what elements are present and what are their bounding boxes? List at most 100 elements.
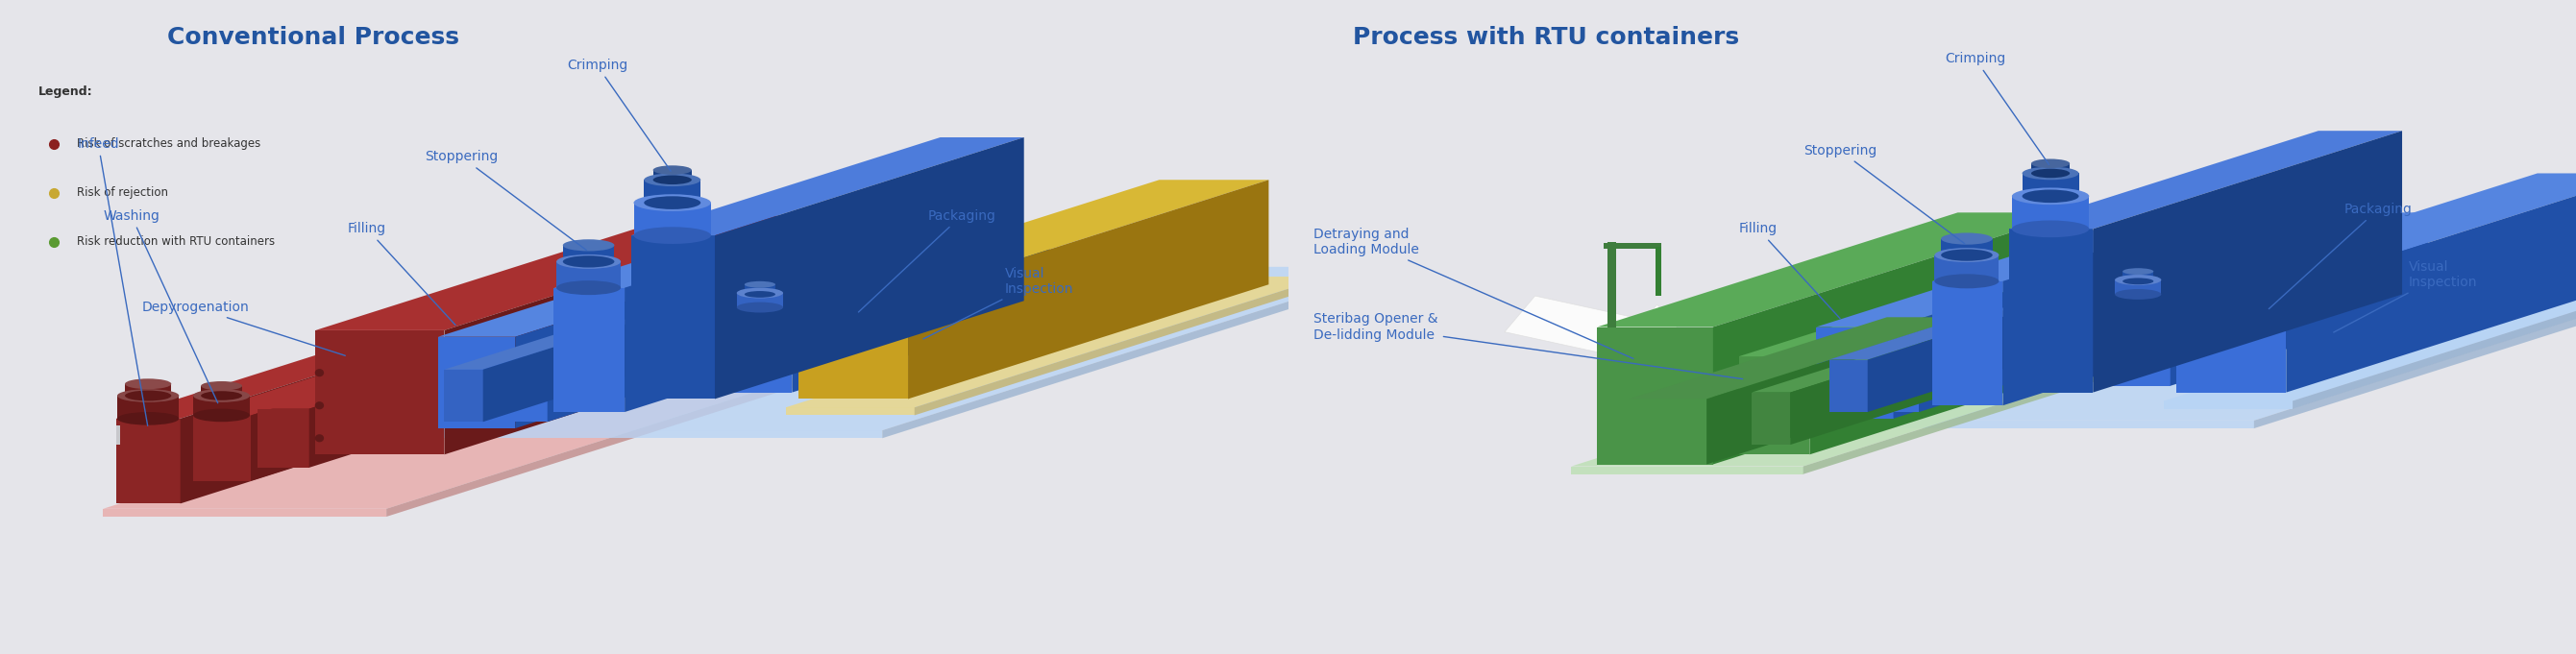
Text: Detraying and
Loading Module: Detraying and Loading Module — [1314, 228, 1633, 358]
Polygon shape — [2115, 280, 2161, 294]
Polygon shape — [786, 407, 914, 415]
Polygon shape — [1935, 255, 1999, 281]
Ellipse shape — [654, 165, 690, 175]
Polygon shape — [2107, 213, 2427, 294]
Polygon shape — [634, 203, 711, 235]
Polygon shape — [1816, 245, 2151, 327]
Polygon shape — [1880, 298, 2074, 347]
Text: Packaging: Packaging — [2269, 203, 2411, 309]
Polygon shape — [654, 170, 690, 180]
Polygon shape — [737, 293, 783, 307]
Polygon shape — [2164, 270, 2576, 401]
Polygon shape — [1919, 298, 2074, 412]
Polygon shape — [786, 277, 1327, 407]
Ellipse shape — [2030, 169, 2071, 178]
Polygon shape — [1803, 421, 2254, 428]
Polygon shape — [554, 288, 623, 412]
Polygon shape — [2092, 131, 2403, 392]
Polygon shape — [438, 255, 773, 337]
Ellipse shape — [193, 389, 250, 402]
Polygon shape — [1705, 317, 1965, 464]
Ellipse shape — [2012, 220, 2089, 237]
Ellipse shape — [1935, 274, 1999, 288]
Ellipse shape — [2022, 167, 2079, 180]
Text: Legend:: Legend: — [39, 85, 93, 97]
Ellipse shape — [126, 379, 170, 389]
FancyArrow shape — [1504, 296, 1700, 371]
Ellipse shape — [2115, 289, 2161, 300]
Text: Washing: Washing — [103, 209, 219, 403]
Polygon shape — [2107, 294, 2172, 386]
Polygon shape — [726, 226, 1051, 307]
Text: Stoppering: Stoppering — [1803, 144, 1965, 244]
Polygon shape — [2030, 164, 2071, 173]
Ellipse shape — [2022, 190, 2079, 203]
Polygon shape — [1631, 317, 1965, 399]
Polygon shape — [1868, 311, 2022, 412]
Polygon shape — [126, 384, 170, 396]
Polygon shape — [2123, 271, 2154, 281]
Polygon shape — [443, 370, 484, 422]
Ellipse shape — [2030, 159, 2071, 168]
Polygon shape — [116, 425, 118, 445]
Polygon shape — [1571, 336, 2215, 466]
Polygon shape — [2254, 257, 2576, 428]
Polygon shape — [443, 320, 639, 370]
Text: Visual
Inspection: Visual Inspection — [922, 267, 1074, 339]
Text: Crimping: Crimping — [567, 59, 670, 171]
Polygon shape — [799, 180, 1267, 294]
Polygon shape — [793, 226, 1051, 392]
Ellipse shape — [2012, 188, 2089, 205]
Text: Conventional Process: Conventional Process — [167, 26, 459, 49]
Polygon shape — [309, 360, 464, 468]
Polygon shape — [1790, 343, 1945, 445]
Polygon shape — [907, 180, 1267, 399]
Ellipse shape — [314, 369, 325, 377]
Polygon shape — [549, 307, 703, 422]
Polygon shape — [1808, 275, 2069, 455]
Polygon shape — [644, 180, 701, 203]
Polygon shape — [1829, 311, 2022, 360]
Text: Process with RTU containers: Process with RTU containers — [1352, 26, 1739, 49]
Polygon shape — [562, 245, 616, 262]
Polygon shape — [914, 277, 1327, 415]
Ellipse shape — [634, 194, 711, 211]
Polygon shape — [317, 330, 443, 455]
Polygon shape — [716, 137, 1025, 399]
Ellipse shape — [654, 175, 690, 184]
Polygon shape — [510, 356, 549, 422]
Ellipse shape — [2115, 275, 2161, 285]
Polygon shape — [1656, 247, 1662, 296]
Polygon shape — [103, 378, 799, 509]
Polygon shape — [744, 284, 775, 294]
Text: Filling: Filling — [1739, 222, 1839, 318]
Ellipse shape — [556, 254, 621, 269]
Text: Filling: Filling — [348, 222, 456, 325]
Polygon shape — [1752, 343, 1945, 392]
Polygon shape — [515, 255, 773, 428]
Polygon shape — [1631, 399, 1705, 464]
Polygon shape — [2009, 131, 2403, 229]
Ellipse shape — [193, 409, 250, 422]
Polygon shape — [554, 206, 881, 288]
Polygon shape — [116, 419, 180, 504]
Ellipse shape — [744, 291, 775, 298]
Polygon shape — [556, 262, 621, 288]
Text: Depyrogenation: Depyrogenation — [142, 301, 345, 356]
Polygon shape — [118, 396, 180, 419]
Ellipse shape — [2123, 268, 2154, 275]
Polygon shape — [631, 137, 1025, 235]
Ellipse shape — [644, 173, 701, 186]
Text: Visual
Inspection: Visual Inspection — [2334, 260, 2478, 332]
Ellipse shape — [201, 381, 242, 390]
Polygon shape — [1713, 213, 2074, 464]
Ellipse shape — [564, 256, 616, 267]
Text: Packaging: Packaging — [858, 209, 994, 312]
Ellipse shape — [2123, 278, 2154, 284]
Ellipse shape — [201, 391, 242, 400]
Text: Infeed: Infeed — [77, 137, 147, 426]
Polygon shape — [1893, 245, 2151, 419]
Polygon shape — [631, 235, 716, 399]
Polygon shape — [2012, 196, 2089, 229]
Ellipse shape — [1942, 233, 1994, 245]
